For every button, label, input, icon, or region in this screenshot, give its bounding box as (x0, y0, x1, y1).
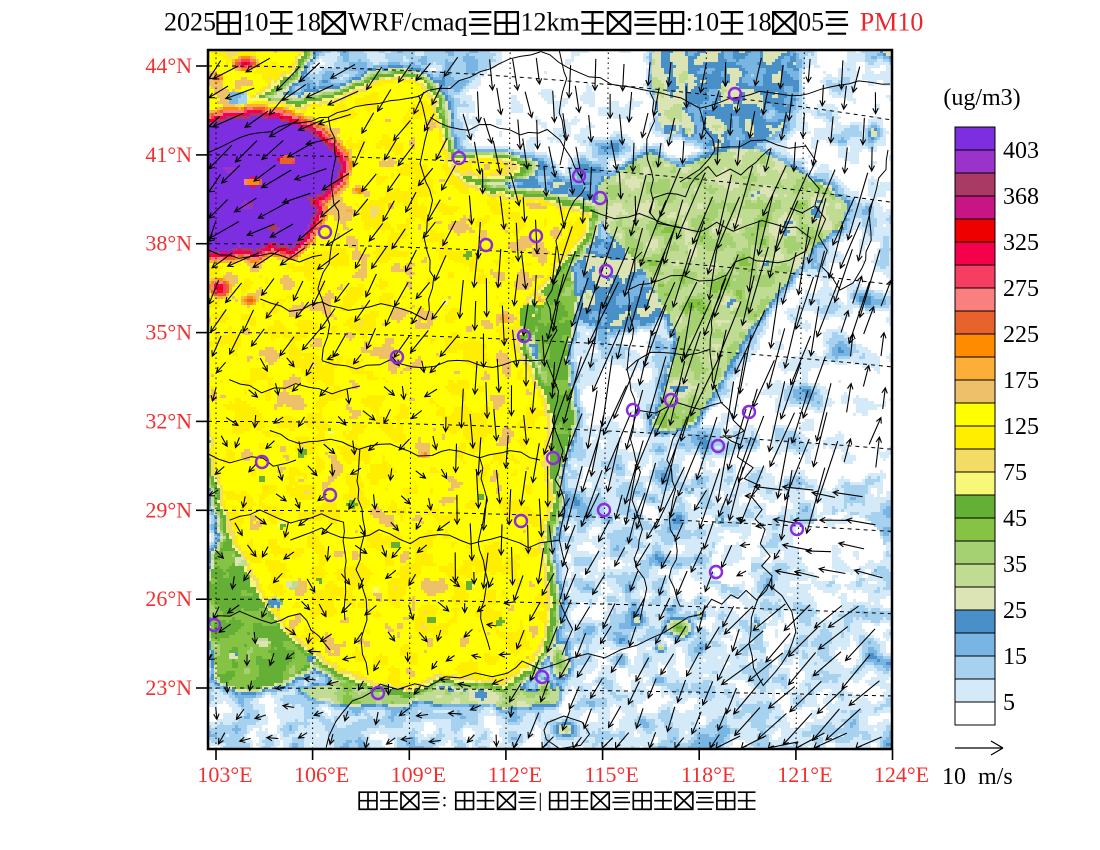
svg-text:10: 10 (243, 7, 269, 36)
svg-text:275: 275 (1003, 276, 1039, 302)
svg-text:115°E: 115°E (584, 762, 638, 787)
svg-text:41°N: 41°N (145, 142, 192, 167)
svg-text:225: 225 (1003, 322, 1039, 348)
svg-text:05: 05 (798, 7, 824, 36)
svg-text:25: 25 (1003, 598, 1027, 624)
svg-text:2025: 2025 (164, 7, 216, 36)
svg-text:403: 403 (1003, 138, 1039, 164)
svg-text::: : (442, 790, 448, 812)
svg-text:368: 368 (1003, 184, 1039, 210)
svg-text:10: 10 (693, 7, 719, 36)
svg-text:44°N: 44°N (145, 53, 192, 78)
svg-text:32°N: 32°N (145, 408, 192, 433)
svg-text:18: 18 (746, 7, 772, 36)
svg-text:5: 5 (1003, 690, 1015, 716)
svg-text:38°N: 38°N (145, 231, 192, 256)
svg-text:124°E: 124°E (874, 762, 929, 787)
svg-text:121°E: 121°E (777, 762, 832, 787)
svg-text:106°E: 106°E (294, 762, 349, 787)
svg-text:PM10: PM10 (860, 7, 924, 36)
svg-text:325: 325 (1003, 230, 1039, 256)
svg-text:109°E: 109°E (391, 762, 446, 787)
svg-text:45: 45 (1003, 506, 1027, 532)
svg-text:118°E: 118°E (681, 762, 735, 787)
svg-text:26°N: 26°N (145, 586, 192, 611)
svg-text:125: 125 (1003, 414, 1039, 440)
svg-text:12km: 12km (521, 7, 580, 36)
svg-text:103°E: 103°E (197, 762, 252, 787)
svg-text:(ug/m3): (ug/m3) (943, 85, 1020, 111)
svg-text:10 m/s: 10 m/s (942, 764, 1013, 790)
svg-text:15: 15 (1003, 644, 1027, 670)
svg-text:175: 175 (1003, 368, 1039, 394)
svg-text:WRF/cmaq: WRF/cmaq (348, 7, 468, 36)
svg-text:75: 75 (1003, 460, 1027, 486)
svg-text:|: | (538, 790, 542, 812)
svg-text:23°N: 23°N (145, 675, 192, 700)
svg-text:112°E: 112°E (488, 762, 542, 787)
svg-text:18: 18 (295, 7, 321, 36)
svg-text:29°N: 29°N (145, 497, 192, 522)
svg-text:35°N: 35°N (145, 320, 192, 345)
svg-text:35: 35 (1003, 552, 1027, 578)
svg-text::: : (686, 7, 693, 36)
